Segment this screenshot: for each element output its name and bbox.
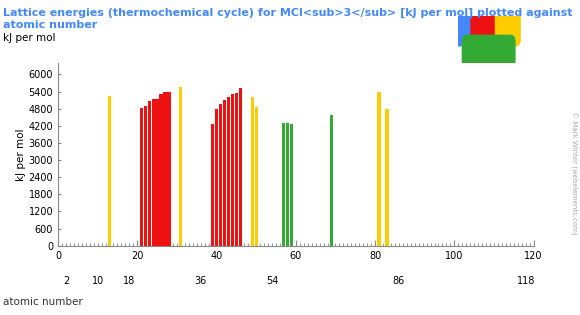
FancyBboxPatch shape — [453, 11, 479, 46]
Bar — [378, 92, 380, 246]
Text: atomic number: atomic number — [3, 297, 83, 307]
Bar — [160, 94, 162, 246]
Bar — [282, 123, 285, 246]
Bar — [239, 88, 242, 246]
Text: kJ per mol: kJ per mol — [3, 33, 56, 43]
FancyBboxPatch shape — [495, 11, 521, 46]
Text: atomic number: atomic number — [3, 20, 97, 31]
Bar — [251, 97, 254, 246]
Bar — [287, 123, 289, 246]
Text: Lattice energies (thermochemical cycle) for MCl<sub>3</sub> [kJ per mol] plotted: Lattice energies (thermochemical cycle) … — [3, 8, 572, 18]
Bar — [155, 100, 159, 246]
Bar — [235, 93, 238, 246]
Bar — [227, 97, 230, 246]
Bar — [108, 96, 111, 246]
FancyBboxPatch shape — [470, 11, 503, 46]
Bar — [211, 123, 214, 246]
Bar — [168, 92, 171, 246]
Bar — [140, 108, 143, 246]
Y-axis label: kJ per mol: kJ per mol — [16, 128, 26, 180]
Bar — [219, 104, 222, 246]
Bar — [255, 107, 258, 246]
Bar — [147, 101, 151, 246]
Bar — [179, 87, 183, 246]
FancyBboxPatch shape — [462, 35, 516, 70]
Bar — [215, 109, 218, 246]
Bar — [144, 106, 147, 246]
Bar — [290, 124, 293, 246]
Bar — [330, 115, 333, 246]
Bar — [231, 94, 234, 246]
Bar — [164, 92, 166, 246]
Bar — [385, 109, 389, 246]
Bar — [151, 99, 155, 246]
Bar — [223, 100, 226, 246]
Text: © Mark Winter (webelements.com): © Mark Winter (webelements.com) — [570, 112, 577, 235]
